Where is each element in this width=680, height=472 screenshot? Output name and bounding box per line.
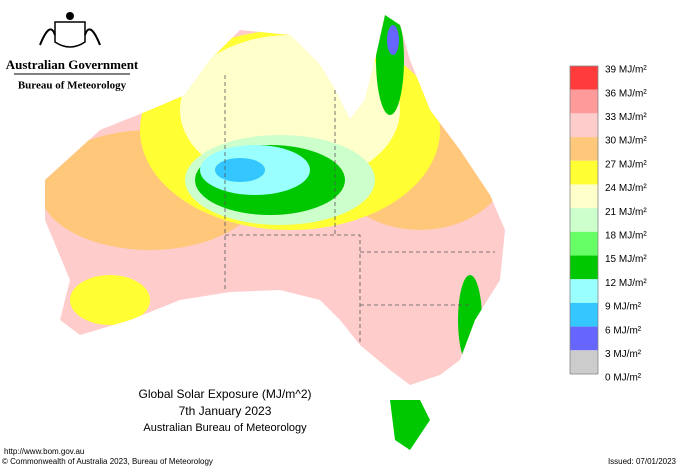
map-title: Global Solar Exposure (MJ/m^2) <box>138 387 311 401</box>
legend-frame <box>569 65 599 375</box>
legend-label: 18 MJ/m² <box>605 230 647 241</box>
map <box>45 15 505 450</box>
government-name: Australian Government <box>6 57 139 72</box>
legend-label: 30 MJ/m² <box>605 136 647 147</box>
legend-swatch <box>570 89 598 114</box>
issued: Issued: 07/01/2023 <box>608 457 677 466</box>
legend-label: 15 MJ/m² <box>605 254 647 265</box>
legend-swatch <box>570 279 598 303</box>
state-borders <box>224 75 495 345</box>
legend-label: 27 MJ/m² <box>605 159 647 170</box>
legend-label: 39 MJ/m² <box>605 65 647 76</box>
logo <box>14 12 130 75</box>
legend-label: 21 MJ/m² <box>605 207 647 218</box>
exposure-field <box>45 15 505 365</box>
bureau-name: Bureau of Meteorology <box>18 80 127 92</box>
legend-swatch <box>570 326 598 351</box>
legend-swatch <box>570 137 598 161</box>
legend-swatch <box>570 160 598 185</box>
legend-label: 33 MJ/m² <box>605 112 647 123</box>
legend-label: 9 MJ/m² <box>605 302 642 313</box>
legend-swatch <box>570 350 598 374</box>
map-date: 7th January 2023 <box>179 404 272 418</box>
legend: 39 MJ/m² 36 MJ/m² 33 MJ/m² 30 MJ/m² 27 MJ/m²… <box>569 65 647 384</box>
legend-swatch <box>570 302 598 327</box>
legend-swatch <box>570 113 598 138</box>
legend-label: 6 MJ/m² <box>605 325 642 336</box>
legend-swatch <box>570 231 598 256</box>
legend-label: 0 MJ/m² <box>605 373 642 384</box>
legend-label: 12 MJ/m² <box>605 278 647 289</box>
legend-label: 3 MJ/m² <box>605 349 642 360</box>
tasmania <box>390 400 430 450</box>
legend-swatch <box>570 255 598 280</box>
url: http://www.bom.gov.au <box>4 447 84 456</box>
map-source: Australian Bureau of Meteorology <box>143 422 307 434</box>
legend-label: 24 MJ/m² <box>605 183 647 194</box>
legend-swatch <box>570 208 598 232</box>
legend-swatch <box>570 184 598 209</box>
copyright: © Commonwealth of Australia 2023, Bureau… <box>2 457 213 466</box>
legend-label: 36 MJ/m² <box>605 88 647 99</box>
legend-swatch <box>570 66 598 90</box>
